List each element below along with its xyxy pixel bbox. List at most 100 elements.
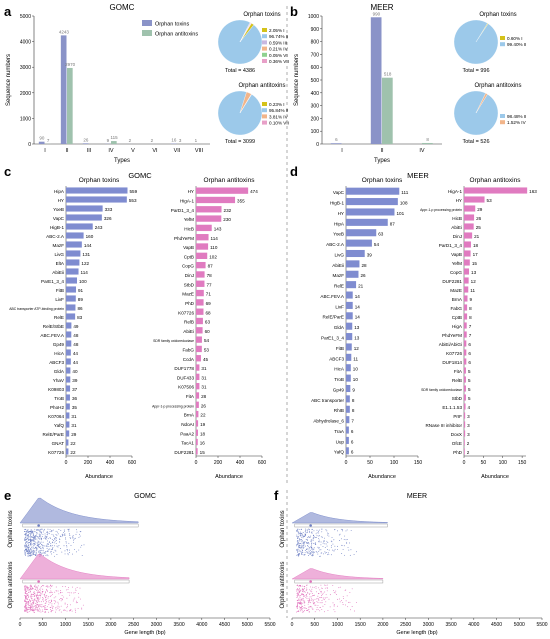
data-point	[303, 546, 305, 548]
data-point	[33, 599, 35, 601]
data-point	[26, 538, 28, 540]
data-point	[24, 544, 26, 546]
data-point	[308, 536, 310, 538]
x-axis-label: Abundance	[215, 474, 243, 480]
data-point	[47, 543, 49, 545]
data-point	[51, 605, 53, 607]
data-point	[349, 542, 350, 544]
data-point	[305, 528, 307, 530]
data-point	[51, 591, 52, 593]
data-point	[308, 542, 310, 544]
data-point	[298, 549, 300, 551]
data-point	[48, 604, 50, 606]
data-point	[50, 592, 51, 594]
data-point	[57, 533, 59, 535]
data-point	[34, 543, 35, 544]
data-point	[29, 538, 31, 540]
data-point	[66, 597, 68, 599]
data-point	[25, 547, 27, 549]
bar-value-label: 7	[351, 419, 354, 424]
data-point	[310, 590, 312, 592]
data-point	[26, 585, 27, 587]
data-point	[298, 587, 300, 589]
data-point	[24, 553, 26, 555]
data-point	[322, 598, 324, 600]
bar-value-label: 10	[353, 377, 359, 382]
data-point	[27, 529, 29, 531]
data-point	[301, 548, 303, 550]
data-point	[33, 595, 35, 597]
data-point	[320, 597, 322, 599]
data-point	[35, 535, 37, 536]
data-point	[35, 595, 37, 597]
data-point	[29, 607, 31, 608]
x-tick-label: II	[380, 148, 384, 154]
data-point	[318, 599, 320, 601]
data-point	[307, 545, 309, 547]
data-point	[30, 584, 32, 586]
data-point	[26, 540, 28, 542]
data-point	[68, 533, 70, 535]
data-point	[298, 602, 299, 604]
bar-value-label: 108	[400, 201, 408, 206]
data-point	[34, 554, 36, 556]
bar-value-label: 2	[151, 138, 154, 143]
data-point	[297, 594, 299, 596]
data-point	[46, 537, 47, 538]
data-point	[35, 588, 37, 590]
data-point	[51, 531, 53, 533]
pie-title: Orphan toxins	[479, 12, 516, 18]
bar-value-label: 17	[473, 252, 479, 257]
bar	[346, 229, 377, 237]
bar-value-label: 6	[468, 342, 471, 347]
bar	[464, 340, 467, 347]
category-label: ParD1_3_4	[439, 243, 463, 248]
data-point	[44, 553, 46, 555]
data-point	[311, 598, 313, 600]
data-point	[28, 545, 30, 547]
data-point	[309, 554, 311, 555]
data-point	[55, 590, 57, 592]
data-point	[298, 554, 300, 556]
data-point	[296, 534, 298, 536]
bar-value-label: 8	[469, 315, 472, 320]
data-point	[42, 552, 44, 554]
data-point	[38, 551, 40, 553]
category-label: K07064	[48, 414, 64, 419]
bar	[66, 205, 103, 212]
data-point	[296, 536, 298, 538]
data-point	[308, 547, 310, 549]
pie-legend-swatch	[262, 114, 267, 119]
bar	[346, 416, 350, 424]
pie-legend-label: 96.74% II	[269, 34, 288, 39]
data-point	[29, 544, 31, 546]
data-point	[300, 602, 302, 604]
data-point	[55, 533, 57, 535]
data-point	[81, 608, 83, 610]
data-point	[48, 592, 50, 594]
data-point	[305, 596, 307, 598]
data-point	[314, 537, 316, 539]
data-point	[36, 549, 38, 551]
data-point	[312, 602, 314, 604]
bar-value-label: 18	[473, 243, 479, 248]
data-point	[64, 533, 66, 535]
data-point	[333, 609, 335, 611]
y-tick-label: 0	[28, 142, 31, 148]
category-label: MazF	[333, 273, 345, 278]
category-label: VapC	[333, 190, 345, 195]
data-point	[29, 589, 31, 590]
data-point	[309, 552, 311, 554]
x-tick-label: 200	[84, 460, 93, 466]
data-point	[54, 600, 56, 602]
data-point	[65, 538, 67, 540]
bar	[60, 35, 67, 145]
data-point	[297, 555, 299, 557]
data-point	[38, 536, 40, 538]
data-point	[313, 603, 315, 605]
bar	[196, 317, 203, 325]
bar-value-label: 3	[467, 423, 470, 428]
data-point	[306, 542, 308, 544]
data-point	[31, 536, 32, 538]
bar-value-label: 5	[468, 369, 471, 374]
